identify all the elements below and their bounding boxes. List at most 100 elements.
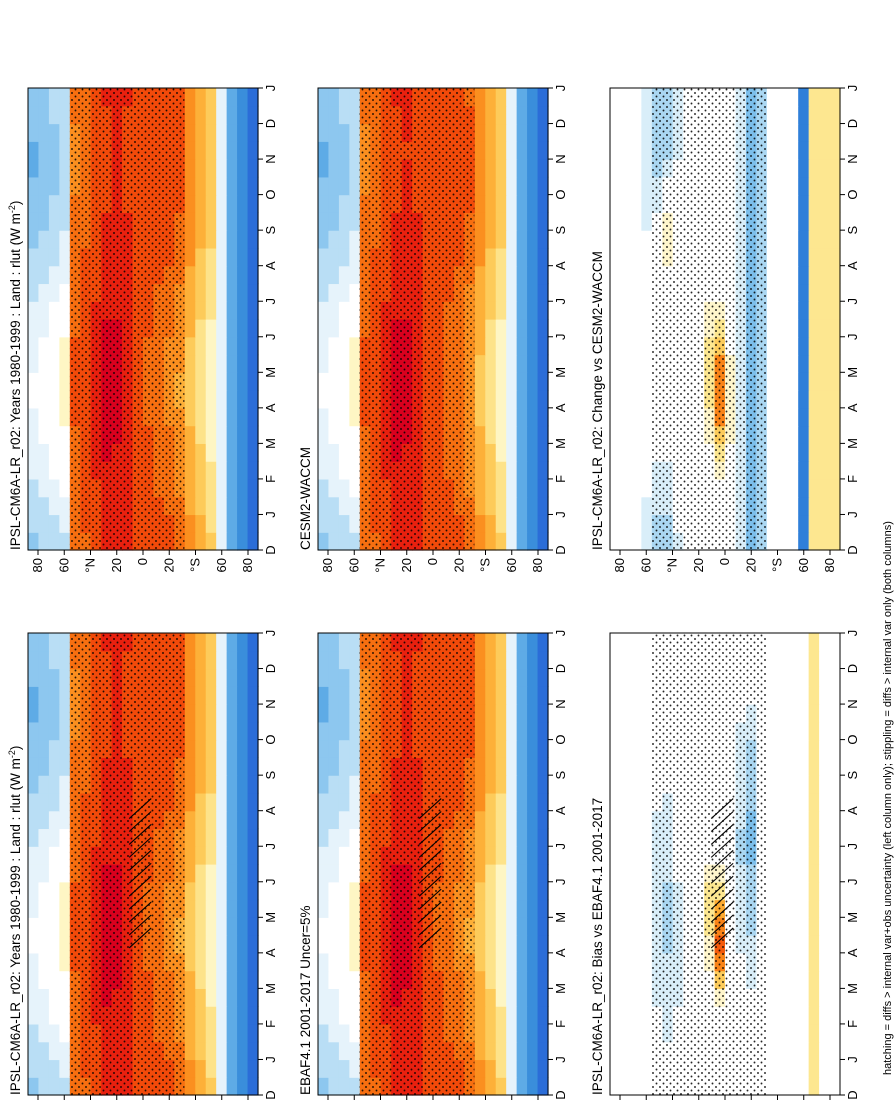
x-tick-label: O	[845, 735, 860, 745]
heatmap-cell	[59, 319, 71, 338]
hatching	[710, 798, 734, 949]
heatmap-cell	[819, 105, 831, 125]
heatmap-cell	[247, 1006, 259, 1025]
heatmap-cell	[527, 443, 539, 462]
hatch-line	[710, 862, 734, 884]
heatmap-cell	[59, 283, 71, 302]
heatmap-cell	[38, 194, 50, 213]
y-tick-label: °N	[373, 558, 388, 573]
heatmap-cell	[527, 141, 539, 160]
heatmap-cell	[349, 212, 361, 231]
heatmap-cell	[808, 514, 820, 533]
heatmap-cell	[641, 141, 653, 160]
heatmap-cell	[787, 1059, 799, 1078]
heatmap-cell	[195, 496, 207, 516]
x-tick-label: M	[263, 912, 278, 923]
heatmap-cell	[641, 319, 653, 338]
heatmap-cell	[328, 1041, 340, 1061]
heatmap-cell	[184, 354, 196, 373]
heatmap-cell	[38, 319, 50, 338]
hatch-line	[418, 862, 442, 884]
heatmap-cell	[28, 846, 40, 865]
heatmap-cell	[495, 633, 507, 652]
heatmap-cell	[28, 988, 40, 1007]
heatmap-cell	[338, 283, 350, 302]
heatmap-cell	[485, 952, 497, 972]
heatmap-cell	[474, 123, 486, 142]
heatmap-cell	[819, 1077, 831, 1096]
heatmap-cell	[184, 1006, 196, 1025]
heatmap-cell	[485, 970, 497, 989]
heatmap-cell	[48, 407, 60, 427]
heatmap-cell	[195, 899, 207, 918]
heatmap-cell	[205, 721, 217, 741]
heatmap-cell	[516, 425, 528, 444]
heatmap-cell	[226, 319, 238, 338]
x-tick-label: M	[845, 367, 860, 378]
heatmap-cell	[485, 650, 497, 670]
heatmap-cell	[328, 301, 340, 320]
heatmap-cell	[798, 775, 810, 794]
heatmap-cell	[777, 247, 789, 267]
x-tick-label: A	[845, 806, 860, 815]
heatmap-cell	[338, 88, 350, 107]
heatmap-cell	[48, 443, 60, 462]
heatmap-cell	[318, 336, 330, 356]
heatmap-cell	[237, 390, 249, 409]
heatmap-cell	[328, 1023, 340, 1043]
heatmap-cell	[59, 265, 71, 285]
heatmap-cell	[247, 1077, 259, 1096]
heatmap-cell	[610, 792, 622, 812]
heatmap-cell	[247, 721, 259, 741]
heatmap-cell	[216, 532, 228, 551]
heatmap-cell	[205, 864, 217, 883]
heatmap-cell	[787, 704, 799, 723]
x-tick-label: J	[553, 511, 568, 518]
heatmap-cell	[195, 668, 207, 687]
heatmap-cell	[59, 354, 71, 373]
heatmap-cell	[829, 1006, 841, 1025]
x-tick-label: F	[263, 475, 278, 483]
hatch-line	[710, 811, 734, 832]
x-tick-label: D	[263, 545, 278, 554]
heatmap-cell	[38, 650, 50, 670]
heatmap-cell	[28, 917, 40, 936]
heatmap-cell	[48, 668, 60, 687]
heatmap-cell	[485, 105, 497, 125]
heatmap-cell	[237, 230, 249, 249]
heatmap-cell	[829, 194, 841, 213]
heatmap-cell	[641, 668, 653, 687]
heatmap-cell	[516, 141, 528, 160]
hatch-line	[128, 824, 152, 845]
x-tick-label: J	[553, 1056, 568, 1063]
heatmap-cell	[819, 176, 831, 196]
heatmap-cell	[318, 319, 330, 338]
heatmap-cell	[485, 354, 497, 373]
heatmap-cell	[474, 461, 486, 480]
heatmap-cell	[338, 372, 350, 391]
heatmap-cell	[787, 141, 799, 160]
heatmap-cell	[777, 864, 789, 883]
heatmap-cell	[237, 319, 249, 338]
heatmap-cell	[216, 407, 228, 427]
x-tick-label: J	[845, 1056, 860, 1063]
heatmap-cell	[247, 899, 259, 918]
heatmap-cell	[798, 230, 810, 249]
x-tick-label: S	[845, 771, 860, 780]
heatmap-cell	[237, 704, 249, 723]
heatmap-cell	[537, 372, 549, 391]
heatmap-cell	[474, 970, 486, 989]
heatmap-cell	[777, 792, 789, 812]
heatmap-cell	[819, 88, 831, 107]
heatmap-cell	[537, 319, 549, 338]
heatmap-cell	[641, 721, 653, 741]
heatmap-cell	[777, 757, 789, 776]
heatmap-cell	[237, 496, 249, 516]
heatmap-cell	[184, 390, 196, 409]
heatmap-cell	[777, 372, 789, 391]
heatmap-cell	[766, 301, 778, 320]
heatmap-cell	[777, 443, 789, 462]
heatmap-cell	[59, 425, 71, 444]
heatmap-cell	[226, 739, 238, 758]
